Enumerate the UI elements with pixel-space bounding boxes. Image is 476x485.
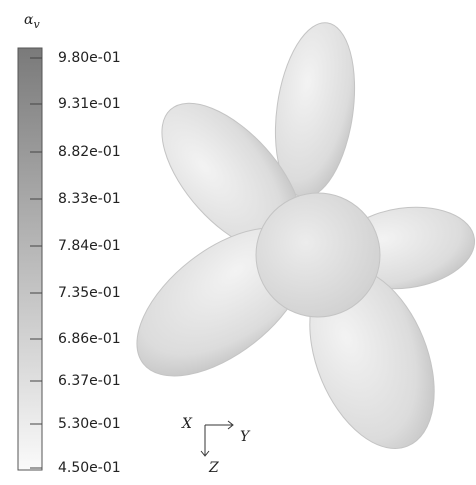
legend-label: 5.30e-01 [58,416,121,432]
legend-label: 7.35e-01 [58,285,121,301]
legend-label: 8.33e-01 [58,191,121,207]
legend-label: 7.84e-01 [58,238,121,254]
triad-z: Z [208,460,219,476]
legend-labels: 9.80e-01 9.31e-01 8.82e-01 8.33e-01 7.84e-01… [30,50,121,476]
legend-label: 8.82e-01 [58,144,121,160]
legend-label: 6.86e-01 [58,331,121,347]
legend-title: αv [24,12,40,31]
triad-x: X [181,416,193,432]
hub [255,192,381,318]
legend-label: 6.37e-01 [58,373,121,389]
triad-y: Y [240,429,251,445]
legend-label: 9.31e-01 [58,96,121,112]
legend-label: 4.50e-01 [58,460,121,476]
legend-label: 9.80e-01 [58,50,121,66]
axis-triad [200,420,234,457]
propeller [136,22,476,449]
colorbar [17,47,43,471]
